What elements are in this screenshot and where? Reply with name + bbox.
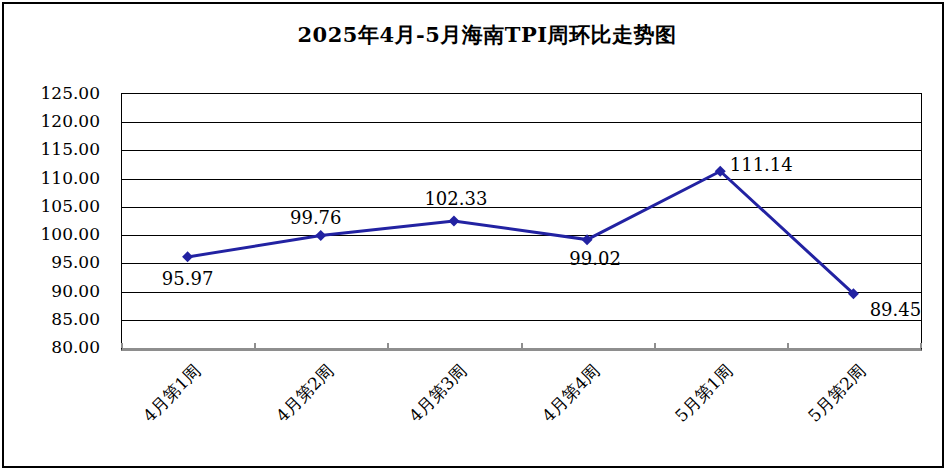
x-axis-category-label: 4月第1周 — [127, 361, 204, 438]
y-axis-tick-label: 125.00 — [0, 83, 100, 103]
x-axis-tick — [920, 343, 922, 348]
chart-title: 2025年4月-5月海南TPI周环比走势图 — [297, 21, 676, 49]
x-axis-category-label: 4月第4周 — [526, 361, 603, 438]
y-axis-tick-label: 120.00 — [0, 111, 100, 131]
data-point-marker — [182, 251, 193, 262]
y-axis-tick-label: 80.00 — [0, 337, 100, 357]
y-axis-tick-label: 95.00 — [0, 252, 100, 272]
x-axis-category-label: 4月第3周 — [393, 361, 470, 438]
y-axis-tick-label: 110.00 — [0, 168, 100, 188]
x-axis-category-label: 5月第1周 — [660, 361, 737, 438]
y-axis-tick-label: 85.00 — [0, 309, 100, 329]
series-line-layer — [121, 93, 920, 347]
data-point-marker — [315, 230, 326, 241]
series-line — [188, 171, 854, 294]
chart-window: 2025年4月-5月海南TPI周环比走势图 125.00 120.00 115.00… — [0, 0, 946, 470]
x-axis-category-label: 4月第2周 — [260, 361, 337, 438]
y-axis-tick-label: 115.00 — [0, 139, 100, 159]
x-axis-category-label: 5月第2周 — [793, 361, 870, 438]
data-point-marker — [582, 234, 593, 245]
y-axis-tick-label: 105.00 — [0, 196, 100, 216]
y-axis-tick-label: 100.00 — [0, 224, 100, 244]
data-point-marker — [448, 215, 459, 226]
y-axis-tick-label: 90.00 — [0, 281, 100, 301]
